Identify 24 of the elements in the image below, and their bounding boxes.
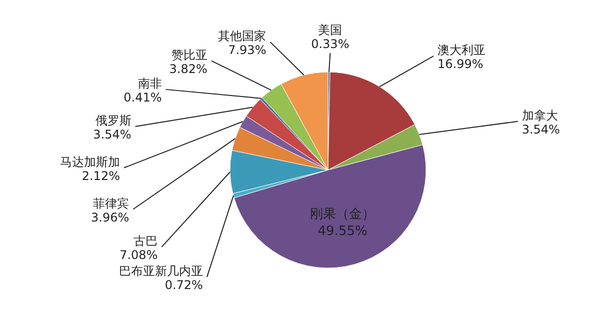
slice-label: 菲律宾 xyxy=(93,196,130,210)
slice-label: 美国 xyxy=(318,23,342,38)
data-label: 49.55% xyxy=(318,224,368,239)
slice-label: 巴布亚新几内亚 xyxy=(118,264,203,278)
slice-label: 澳大利亚 xyxy=(438,43,486,58)
slice-label: 赞比亚 xyxy=(171,48,208,62)
data-label: 3.96% xyxy=(91,210,130,224)
data-label: 2.12% xyxy=(82,168,120,183)
data-label: 3.54% xyxy=(522,122,560,136)
data-label: 7.93% xyxy=(228,43,266,58)
slice-label: 古巴 xyxy=(134,234,158,248)
data-label: 16.99% xyxy=(438,57,484,72)
data-label: 0.41% xyxy=(124,90,162,104)
slice-label: 刚果（金） xyxy=(310,206,376,222)
slice-label: 其他国家 xyxy=(218,29,266,44)
slice-label: 南非 xyxy=(138,76,162,90)
slice-label: 俄罗斯 xyxy=(95,113,132,128)
data-label: 3.54% xyxy=(93,127,132,142)
slice-label: 马达加斯加 xyxy=(60,154,120,169)
data-label: 0.72% xyxy=(164,278,203,292)
data-label: 0.33% xyxy=(311,37,350,52)
data-label: 7.08% xyxy=(120,248,158,262)
data-label: 3.82% xyxy=(169,62,208,76)
slice-label: 加拿大 xyxy=(522,108,558,122)
